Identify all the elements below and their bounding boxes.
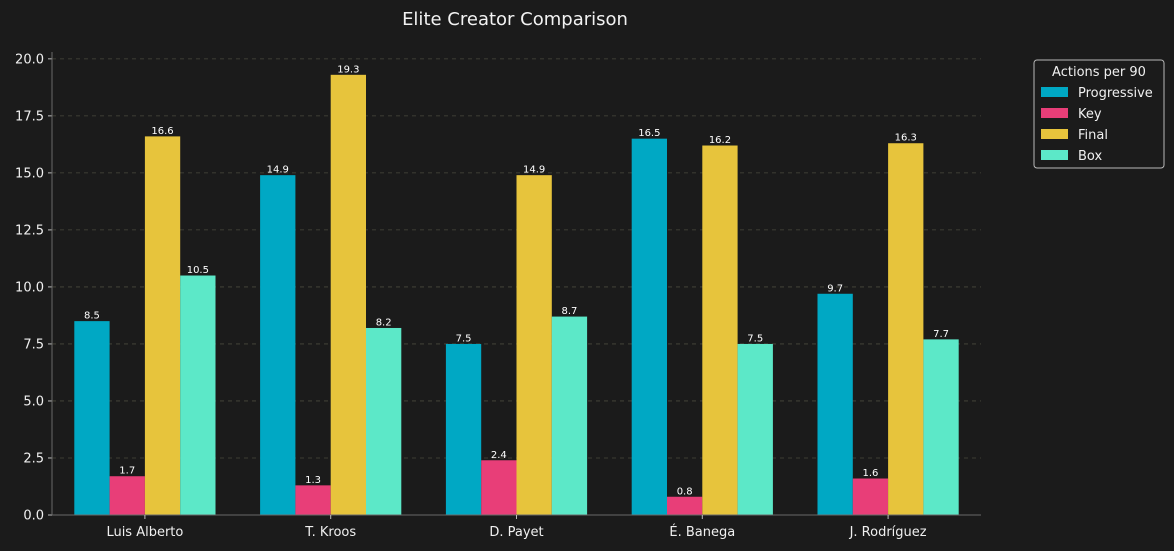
data-label: 7.7 bbox=[933, 329, 949, 340]
bar-key bbox=[109, 476, 145, 515]
bar-key bbox=[481, 460, 517, 515]
x-tick-label: É. Banega bbox=[669, 524, 735, 540]
data-label: 14.9 bbox=[523, 165, 545, 176]
data-label: 16.3 bbox=[895, 133, 917, 144]
data-label: 7.5 bbox=[456, 333, 472, 344]
data-label: 19.3 bbox=[337, 64, 359, 75]
legend-label: Progressive bbox=[1078, 86, 1153, 101]
bar-key bbox=[667, 496, 703, 515]
bar-box bbox=[366, 327, 402, 515]
legend-label: Box bbox=[1078, 149, 1102, 164]
legend-title: Actions per 90 bbox=[1052, 65, 1146, 80]
x-tick-label: Luis Alberto bbox=[106, 525, 183, 540]
bar-progressive bbox=[445, 343, 482, 515]
chart-title: Elite Creator Comparison bbox=[402, 9, 628, 30]
data-label: 8.7 bbox=[561, 306, 577, 317]
bar-box bbox=[737, 343, 773, 515]
bar-box bbox=[551, 316, 588, 515]
data-label: 1.3 bbox=[305, 475, 321, 486]
data-label: 16.5 bbox=[638, 128, 660, 139]
axes: 0.0 2.5 5.0 7.5 10.0 12.5 15.0 17.5 20.0 Luis Alb… bbox=[15, 52, 981, 540]
y-tick-label: 5.0 bbox=[23, 394, 44, 409]
bar-progressive bbox=[260, 175, 296, 515]
legend-swatch bbox=[1041, 87, 1068, 97]
data-label: 1.7 bbox=[119, 466, 135, 477]
x-tick-label: T. Kroos bbox=[304, 525, 356, 540]
bars bbox=[74, 74, 959, 516]
y-tick-label: 7.5 bbox=[23, 337, 44, 352]
data-label: 9.7 bbox=[827, 283, 843, 294]
data-label: 1.6 bbox=[862, 468, 878, 479]
y-tick-label: 20.0 bbox=[15, 52, 44, 67]
bar-key bbox=[852, 478, 889, 515]
y-tick-label: 10.0 bbox=[15, 280, 44, 295]
y-tick-label: 0.0 bbox=[23, 509, 44, 524]
bar-box bbox=[180, 275, 216, 515]
y-tick-label: 12.5 bbox=[15, 223, 44, 238]
bar-progressive bbox=[74, 321, 110, 515]
data-label: 10.5 bbox=[187, 265, 209, 276]
y-tick-label: 15.0 bbox=[15, 166, 44, 181]
y-tick-label: 2.5 bbox=[23, 451, 44, 466]
data-label: 8.5 bbox=[84, 311, 100, 322]
x-tick-label: D. Payet bbox=[489, 525, 543, 540]
data-label: 2.4 bbox=[491, 450, 507, 461]
data-label: 16.2 bbox=[709, 135, 731, 146]
bar-final bbox=[702, 145, 738, 515]
bar-final bbox=[516, 175, 552, 515]
data-label: 8.2 bbox=[376, 317, 392, 328]
legend-swatch bbox=[1041, 150, 1068, 160]
data-labels: 8.5 14.9 7.5 16.5 9.7 1.7 1.3 2.4 0.8 1.6 16.6 19.3… bbox=[84, 64, 949, 497]
legend-label: Final bbox=[1078, 128, 1108, 143]
legend-swatch bbox=[1041, 108, 1068, 118]
legend-label: Key bbox=[1078, 107, 1102, 122]
bar-final bbox=[330, 74, 366, 515]
data-label: 14.9 bbox=[267, 165, 289, 176]
bar-final bbox=[888, 143, 924, 516]
bar-final bbox=[144, 136, 181, 515]
bar-progressive bbox=[817, 293, 853, 515]
x-tick-label: J. Rodríguez bbox=[849, 525, 927, 540]
y-tick-label: 17.5 bbox=[15, 109, 44, 124]
data-label: 0.8 bbox=[677, 486, 693, 497]
data-label: 7.5 bbox=[747, 333, 763, 344]
bar-key bbox=[295, 485, 331, 515]
bar-progressive bbox=[631, 138, 667, 515]
legend-swatch bbox=[1041, 129, 1068, 139]
legend: Actions per 90 Progressive Key Final Box bbox=[1033, 59, 1165, 169]
bar-box bbox=[923, 339, 959, 515]
data-label: 16.6 bbox=[151, 126, 173, 137]
